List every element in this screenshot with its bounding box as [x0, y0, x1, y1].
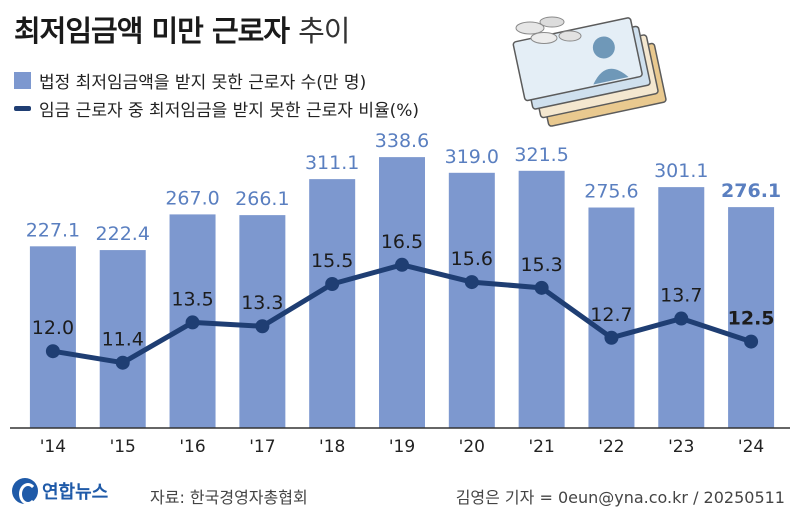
bar-value-label: 311.1: [305, 152, 359, 174]
footer-credit: 김영은 기자 = 0eun@yna.co.kr / 20250511: [455, 488, 785, 507]
x-tick-label: '16: [179, 437, 205, 457]
legend-item-line: 임금 근로자 중 최저임금을 받지 못한 근로자 비율(%): [14, 94, 419, 122]
x-tick-label: '23: [668, 437, 694, 457]
chart-title-main: 최저임금액 미만 근로자: [14, 14, 290, 48]
ratio-point: [464, 275, 479, 290]
ratio-point: [255, 319, 270, 334]
bar: [99, 250, 146, 428]
footer-source: 자료: 한국경영자총협회: [150, 488, 308, 507]
x-tick-label: '20: [459, 437, 485, 457]
x-tick-label: '19: [389, 437, 415, 457]
ratio-point: [674, 311, 689, 326]
ratio-point: [45, 344, 60, 359]
ratio-point: [115, 355, 130, 370]
bar: [448, 172, 495, 428]
ratio-point: [534, 280, 549, 295]
footer-logo: 연합뉴스: [12, 478, 109, 505]
bar-value-label: 222.4: [96, 223, 150, 245]
legend-item-bar: 법정 최저임금액을 받지 못한 근로자 수(만 명): [14, 66, 419, 94]
bar-value-label: 338.6: [375, 130, 429, 152]
x-tick-label: '21: [528, 437, 554, 457]
bar: [658, 187, 705, 428]
ratio-point: [395, 257, 409, 272]
legend: 법정 최저임금액을 받지 못한 근로자 수(만 명) 임금 근로자 중 최저임금…: [14, 66, 419, 122]
bar: [588, 207, 635, 428]
money-illustration: [512, 16, 667, 127]
bar-value-label: 275.6: [584, 181, 638, 203]
legend-line-swatch: [14, 105, 31, 111]
ratio-point: [604, 330, 619, 345]
bar: [379, 157, 425, 428]
bar-value-label: 227.1: [26, 219, 80, 241]
ratio-point: [744, 334, 759, 349]
bar-value-label: 301.1: [654, 160, 708, 182]
bar-value-label: 266.1: [235, 188, 289, 210]
ratio-value-label: 11.4: [102, 329, 144, 351]
ratio-value-label: 12.5: [728, 308, 775, 330]
ratio-value-label: 13.7: [660, 285, 702, 307]
x-tick-label: '18: [319, 437, 345, 457]
legend-bar-swatch: [14, 71, 31, 89]
ratio-value-label: 15.5: [311, 250, 353, 272]
bar: [309, 179, 356, 428]
footer-logo-text: 연합뉴스: [42, 482, 109, 503]
bar-value-label: 276.1: [721, 180, 781, 202]
chart-title: 최저임금액 미만 근로자 추이: [14, 8, 350, 50]
ratio-value-label: 12.0: [32, 317, 74, 339]
ratio-value-label: 13.5: [171, 288, 213, 310]
bar: [29, 246, 76, 428]
legend-line-label: 임금 근로자 중 최저임금을 받지 못한 근로자 비율(%): [39, 100, 420, 121]
yonhap-logo-icon: [12, 478, 38, 505]
ratio-value-label: 15.6: [451, 248, 493, 270]
legend-bar-label: 법정 최저임금액을 받지 못한 근로자 수(만 명): [39, 72, 367, 93]
ratio-value-label: 13.3: [241, 292, 283, 314]
ratio-point: [325, 277, 340, 291]
chart-title-sub: 추이: [298, 14, 350, 48]
bar: [728, 207, 775, 428]
x-tick-label: '24: [738, 437, 764, 457]
ratio-value-label: 12.7: [590, 304, 632, 326]
bar-value-label: 267.0: [165, 187, 219, 209]
bar-value-label: 321.5: [514, 144, 568, 166]
ratio-value-label: 15.3: [520, 254, 562, 276]
ratio-value-label: 16.5: [381, 231, 423, 253]
x-tick-label: '17: [249, 437, 275, 457]
ratio-point: [185, 315, 200, 330]
x-tick-label: '14: [40, 437, 66, 457]
bar-value-label: 319.0: [445, 146, 499, 168]
x-tick-label: '15: [110, 437, 136, 457]
x-tick-label: '22: [598, 437, 624, 457]
